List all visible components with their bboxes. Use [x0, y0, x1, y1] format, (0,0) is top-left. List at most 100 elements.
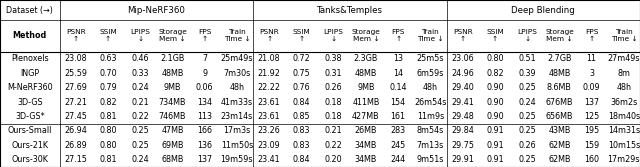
Text: M-NeRF360: M-NeRF360: [7, 83, 52, 92]
Text: 0.18: 0.18: [325, 112, 342, 121]
Text: 26MB: 26MB: [355, 126, 377, 135]
Text: 23.61: 23.61: [258, 98, 280, 107]
Text: 8m54s: 8m54s: [417, 126, 444, 135]
Text: 0.75: 0.75: [292, 69, 310, 78]
Text: LPIPS
↓: LPIPS ↓: [130, 29, 150, 42]
Text: 0.24: 0.24: [131, 155, 149, 164]
Text: 22.22: 22.22: [258, 83, 280, 92]
Text: 0.21: 0.21: [131, 98, 149, 107]
Text: 0.09: 0.09: [583, 83, 600, 92]
Text: 0.85: 0.85: [292, 112, 310, 121]
Text: 136: 136: [197, 141, 212, 150]
Text: 0.25: 0.25: [518, 126, 536, 135]
Text: 161: 161: [390, 112, 406, 121]
Text: Storage
Mem ↓: Storage Mem ↓: [351, 29, 380, 42]
Text: 48MB: 48MB: [355, 69, 377, 78]
Text: 0.63: 0.63: [99, 54, 116, 63]
Text: 0.20: 0.20: [325, 155, 342, 164]
Text: 427MB: 427MB: [352, 112, 380, 121]
Text: 137: 137: [197, 155, 212, 164]
Text: 734MB: 734MB: [159, 98, 186, 107]
Text: 0.81: 0.81: [99, 112, 116, 121]
Text: 62MB: 62MB: [548, 141, 571, 150]
Text: 23.06: 23.06: [451, 54, 474, 63]
Text: 27.45: 27.45: [64, 112, 87, 121]
Text: SSIM
↑: SSIM ↑: [99, 29, 116, 42]
Text: 159: 159: [584, 141, 599, 150]
Text: 283: 283: [390, 126, 406, 135]
Text: 41m33s: 41m33s: [221, 98, 253, 107]
Text: 24.96: 24.96: [451, 69, 474, 78]
Text: 0.24: 0.24: [518, 98, 536, 107]
Text: 2.7GB: 2.7GB: [547, 54, 572, 63]
Text: 125: 125: [584, 112, 599, 121]
Text: 0.26: 0.26: [518, 141, 536, 150]
Text: 68MB: 68MB: [161, 155, 184, 164]
Text: 25m5s: 25m5s: [417, 54, 444, 63]
Text: 245: 245: [390, 141, 406, 150]
Text: 0.14: 0.14: [389, 83, 407, 92]
Text: Storage
Mem ↓: Storage Mem ↓: [545, 29, 573, 42]
Text: 69MB: 69MB: [161, 141, 184, 150]
Text: 29.48: 29.48: [451, 112, 474, 121]
Text: 14: 14: [393, 69, 403, 78]
Text: SSIM
↑: SSIM ↑: [486, 29, 504, 42]
Text: 43MB: 43MB: [548, 126, 571, 135]
Text: 0.90: 0.90: [486, 83, 504, 92]
Text: 14m31s: 14m31s: [608, 126, 640, 135]
Text: 0.06: 0.06: [196, 83, 213, 92]
Text: 0.25: 0.25: [131, 126, 149, 135]
Text: 36m2s: 36m2s: [611, 98, 637, 107]
Text: 23.08: 23.08: [65, 54, 87, 63]
Text: Ours-30K: Ours-30K: [12, 155, 48, 164]
Text: 0.90: 0.90: [486, 112, 504, 121]
Text: 19m59s: 19m59s: [221, 155, 253, 164]
Text: 160: 160: [584, 155, 599, 164]
Text: 18m40s: 18m40s: [608, 112, 640, 121]
Text: 29.40: 29.40: [451, 83, 474, 92]
Text: 676MB: 676MB: [546, 98, 573, 107]
Text: 0.46: 0.46: [131, 54, 149, 63]
Text: Ours-21K: Ours-21K: [12, 141, 48, 150]
Text: INGP: INGP: [20, 69, 39, 78]
Text: 7m30s: 7m30s: [223, 69, 250, 78]
Text: FPS
↑: FPS ↑: [392, 29, 405, 42]
Text: PSNR
↑: PSNR ↑: [452, 29, 472, 42]
Text: 0.83: 0.83: [292, 141, 310, 150]
Text: 62MB: 62MB: [548, 155, 571, 164]
Text: 0.72: 0.72: [292, 54, 310, 63]
Text: 17m29s: 17m29s: [607, 155, 640, 164]
Text: 29.84: 29.84: [451, 126, 474, 135]
Text: 0.84: 0.84: [292, 155, 310, 164]
Text: 23.61: 23.61: [258, 112, 280, 121]
Text: 0.25: 0.25: [518, 155, 536, 164]
Text: 48h: 48h: [616, 83, 632, 92]
Text: 0.18: 0.18: [325, 98, 342, 107]
Text: Train
Time ↓: Train Time ↓: [417, 29, 444, 42]
Text: 154: 154: [390, 98, 406, 107]
Text: 0.21: 0.21: [325, 126, 342, 135]
Text: 21.08: 21.08: [258, 54, 280, 63]
Text: 3D-GS: 3D-GS: [17, 98, 43, 107]
Text: Train
Time ↓: Train Time ↓: [223, 29, 250, 42]
Text: 9MB: 9MB: [357, 83, 374, 92]
Text: 0.24: 0.24: [131, 83, 149, 92]
Text: 0.91: 0.91: [486, 141, 504, 150]
Text: 0.76: 0.76: [292, 83, 310, 92]
Text: 29.41: 29.41: [451, 98, 474, 107]
Text: 23.26: 23.26: [258, 126, 280, 135]
Text: 34MB: 34MB: [355, 155, 377, 164]
Text: 47MB: 47MB: [161, 126, 184, 135]
Text: 166: 166: [197, 126, 212, 135]
Text: 0.39: 0.39: [518, 69, 536, 78]
Text: 9: 9: [202, 69, 207, 78]
Text: 113: 113: [197, 112, 212, 121]
Text: 0.31: 0.31: [325, 69, 342, 78]
Text: 29.91: 29.91: [451, 155, 474, 164]
Text: Tanks&Temples: Tanks&Temples: [317, 6, 383, 15]
Text: 34MB: 34MB: [355, 141, 377, 150]
Text: 0.80: 0.80: [486, 54, 504, 63]
Text: 11: 11: [587, 54, 596, 63]
Text: 23.09: 23.09: [258, 141, 280, 150]
Text: 25.59: 25.59: [64, 69, 87, 78]
